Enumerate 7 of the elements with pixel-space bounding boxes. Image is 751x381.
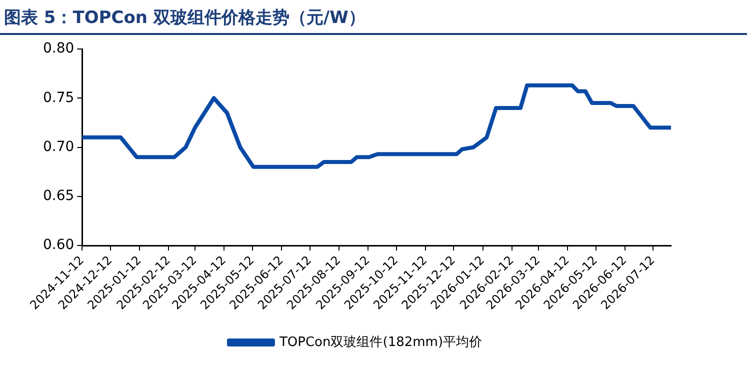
legend-label: TOPCon双玻组件(182mm)平均价 [278,334,482,350]
chart-title: 图表 5：TOPCon 双玻组件价格走势（元/W） [0,0,747,35]
y-tick-label: 0.65 [43,188,74,204]
y-tick-label: 0.60 [43,237,74,254]
y-tick-label: 0.80 [43,40,74,57]
y-tick-label: 0.70 [43,138,74,155]
y-tick-label: 0.75 [43,90,74,106]
